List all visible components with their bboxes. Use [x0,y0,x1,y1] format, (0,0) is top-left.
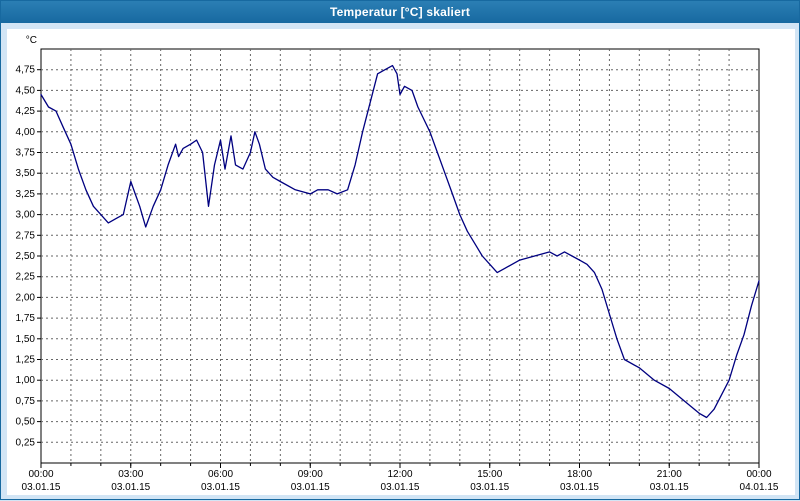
y-axis-tick-label: 0,50 [16,417,36,428]
x-axis-date-label: 03.01.15 [470,482,509,493]
temperature-series-line [40,64,760,419]
y-axis-tick-label: 2,50 [16,251,36,262]
y-axis-tick-label: 1,75 [16,313,36,324]
window-title: Temperatur [°C] skaliert [329,5,471,19]
x-axis-date-label: 03.01.15 [111,482,150,493]
y-axis-tick-label: 3,00 [16,210,36,221]
y-axis-tick-label: 3,50 [16,168,36,179]
y-axis-tick-label: 1,00 [16,375,36,386]
x-axis-date-label: 03.01.15 [201,482,240,493]
x-axis-time-label: 06:00 [208,469,233,480]
x-axis-time-label: 03:00 [118,469,143,480]
x-axis-date-label: 03.01.15 [291,482,330,493]
y-axis-tick-label: 2,25 [16,272,36,283]
y-axis-tick-label: 2,75 [16,230,36,241]
y-axis-tick-label: 4,75 [16,65,36,76]
x-axis-time-label: 18:00 [567,469,592,480]
y-axis-unit-label: °C [26,35,37,46]
y-axis-tick-label: 2,00 [16,292,36,303]
chart-content: 4,75 4,50 4,25 4,00 3,75 3,50 3,25 3,00 2,75 2,50… [1,23,799,501]
x-axis-date-label: 04.01.15 [740,482,779,493]
x-axis-date-label: 03.01.15 [22,482,61,493]
temperature-line-chart: 4,75 4,50 4,25 4,00 3,75 3,50 3,25 3,00 2,75 2,50… [16,35,779,493]
y-axis-tick-label: 3,25 [16,189,36,200]
y-axis-tick-label: 4,00 [16,127,36,138]
y-axis-tick-label: 0,25 [16,437,36,448]
x-axis-date-label: 03.01.15 [560,482,599,493]
x-axis-date-label: 03.01.15 [381,482,420,493]
y-axis-tick-label: 4,50 [16,85,36,96]
x-axis-time-label: 09:00 [298,469,323,480]
x-axis-time-label: 12:00 [387,469,412,480]
x-axis-time-label: 00:00 [28,469,53,480]
y-axis-tick-label: 4,25 [16,106,36,117]
chart-panel: 4,75 4,50 4,25 4,00 3,75 3,50 3,25 3,00 2,75 2,50… [7,29,795,495]
x-axis-time-label: 15:00 [477,469,502,480]
y-axis-tick-label: 0,75 [16,396,36,407]
y-axis-tick-label: 3,75 [16,148,36,159]
x-axis-time-label: 21:00 [657,469,682,480]
y-axis-tick-label: 1,25 [16,355,36,366]
x-axis-date-label: 03.01.15 [650,482,689,493]
x-axis-time-label: 00:00 [746,469,771,480]
window-titlebar: Temperatur [°C] skaliert [1,1,799,23]
y-axis-tick-label: 1,50 [16,334,36,345]
